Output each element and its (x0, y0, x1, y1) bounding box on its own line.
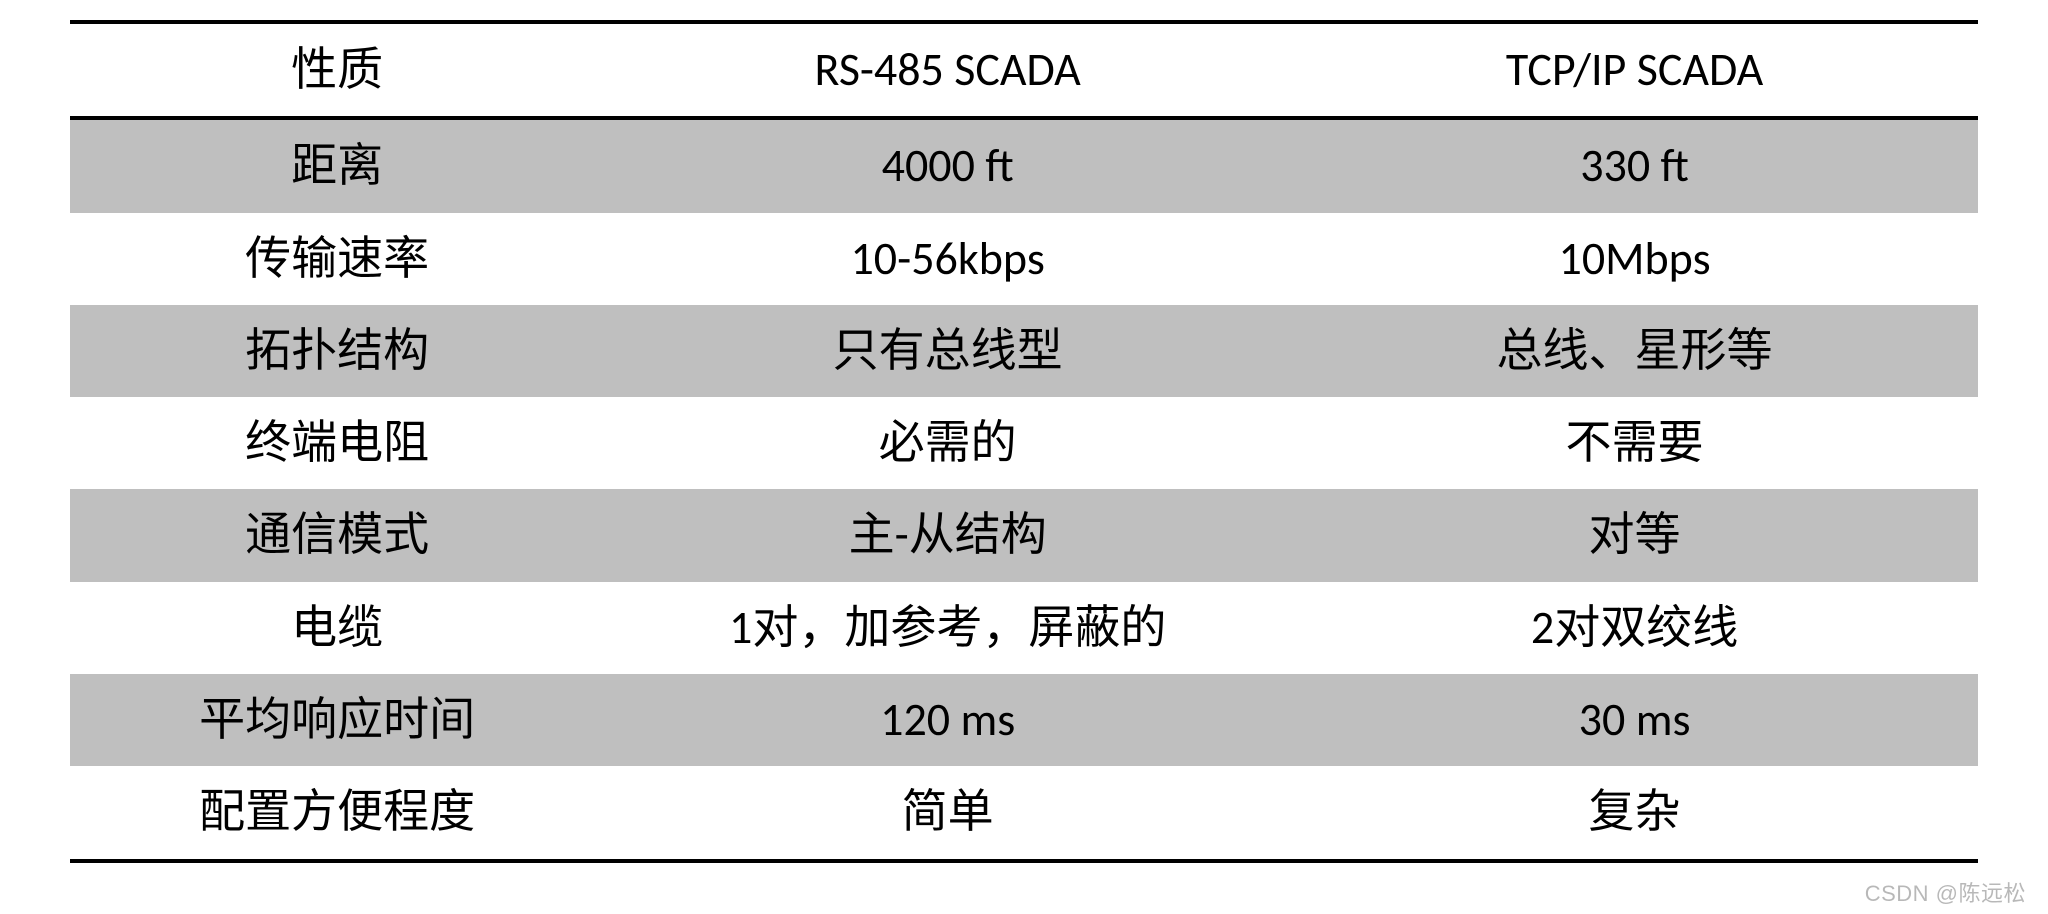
scada-comparison-table: 性质 RS-485 SCADA TCP/IP SCADA 距离 4000 ft … (70, 20, 1978, 863)
table-row: 拓扑结构 只有总线型 总线、星形等 (70, 305, 1978, 397)
table-cell: 简单 (604, 766, 1291, 860)
table-row: 终端电阻 必需的 不需要 (70, 397, 1978, 489)
table-row: 距离 4000 ft 330 ft (70, 118, 1978, 212)
table-cell: 必需的 (604, 397, 1291, 489)
table-cell: 120 ms (604, 674, 1291, 766)
table-cell: 不需要 (1291, 397, 1978, 489)
table-container: 性质 RS-485 SCADA TCP/IP SCADA 距离 4000 ft … (0, 0, 2048, 863)
table-header-cell: RS-485 SCADA (604, 22, 1291, 118)
table-cell: 2对双绞线 (1291, 582, 1978, 674)
table-cell: 4000 ft (604, 118, 1291, 212)
table-header-row: 性质 RS-485 SCADA TCP/IP SCADA (70, 22, 1978, 118)
table-header-cell: TCP/IP SCADA (1291, 22, 1978, 118)
table-row: 平均响应时间 120 ms 30 ms (70, 674, 1978, 766)
table-row: 传输速率 10-56kbps 10Mbps (70, 213, 1978, 305)
table-cell: 主-从结构 (604, 489, 1291, 581)
table-row: 配置方便程度 简单 复杂 (70, 766, 1978, 860)
table-cell: 配置方便程度 (70, 766, 604, 860)
table-header-cell: 性质 (70, 22, 604, 118)
table-cell: 10-56kbps (604, 213, 1291, 305)
table-cell: 拓扑结构 (70, 305, 604, 397)
table-cell: 传输速率 (70, 213, 604, 305)
table-cell: 只有总线型 (604, 305, 1291, 397)
table-cell: 总线、星形等 (1291, 305, 1978, 397)
table-row: 通信模式 主-从结构 对等 (70, 489, 1978, 581)
table-cell: 对等 (1291, 489, 1978, 581)
table-cell: 通信模式 (70, 489, 604, 581)
table-cell: 330 ft (1291, 118, 1978, 212)
table-cell: 30 ms (1291, 674, 1978, 766)
table-body: 距离 4000 ft 330 ft 传输速率 10-56kbps 10Mbps … (70, 118, 1978, 860)
table-row: 电缆 1对，加参考，屏蔽的 2对双绞线 (70, 582, 1978, 674)
table-cell: 1对，加参考，屏蔽的 (604, 582, 1291, 674)
table-cell: 复杂 (1291, 766, 1978, 860)
table-cell: 平均响应时间 (70, 674, 604, 766)
table-cell: 电缆 (70, 582, 604, 674)
table-cell: 10Mbps (1291, 213, 1978, 305)
table-cell: 终端电阻 (70, 397, 604, 489)
table-cell: 距离 (70, 118, 604, 212)
watermark-text: CSDN @陈远松 (1865, 876, 2026, 908)
